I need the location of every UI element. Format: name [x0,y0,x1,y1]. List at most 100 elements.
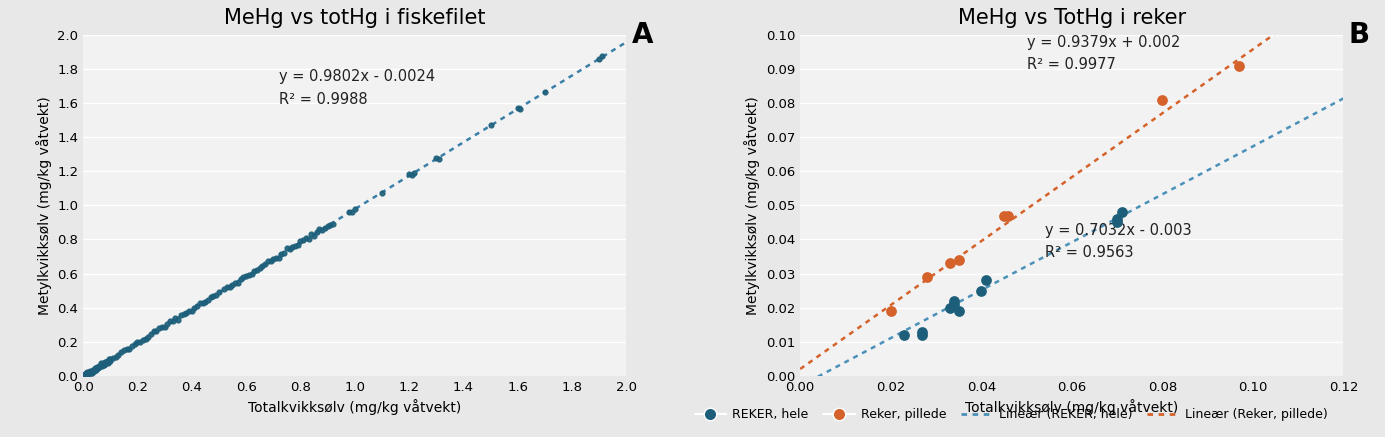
Lineær (REKER, hele) [1114,213,1130,218]
Point [371,190,393,197]
Point [216,283,238,290]
Point [140,330,162,337]
Point [314,225,337,232]
Point [94,359,116,366]
Point [284,243,306,250]
Point [510,105,532,112]
Lineær (Reker, pillede) [792,366,809,371]
Point [227,279,249,286]
Title: MeHg vs totHg i fiskefilet: MeHg vs totHg i fiskefilet [224,8,486,28]
Point [312,227,334,234]
Point [87,363,109,370]
Point [90,360,112,367]
Lineær (Reker, pillede) [1249,43,1266,49]
Point [176,309,198,316]
Reker, pillede [947,257,969,264]
Point [289,238,312,245]
Point [589,55,611,62]
Point [341,208,363,215]
Point [208,289,230,296]
Point [168,317,190,324]
Point [162,318,184,325]
Point [123,341,145,348]
Y-axis label: Metylkvikksølv (mg/kg våtvekt): Metylkvikksølv (mg/kg våtvekt) [36,96,51,315]
Point [191,300,213,307]
Lineær (REKER, hele) [794,382,810,388]
REKER, hele [939,304,961,311]
Point [84,365,107,372]
Point [76,371,98,378]
Point [148,325,170,332]
X-axis label: Totalkvikksølv (mg/kg våtvekt): Totalkvikksølv (mg/kg våtvekt) [965,399,1179,415]
Point [165,314,187,321]
Lineær (Reker, pillede) [1115,138,1132,143]
REKER, hele [1111,209,1133,216]
Point [276,245,298,252]
Lineær (Reker, pillede) [1125,132,1141,137]
Reker, pillede [915,274,938,281]
REKER, hele [1107,219,1129,226]
Text: y = 0.9379x + 0.002
R² = 0.9977: y = 0.9379x + 0.002 R² = 0.9977 [1026,35,1180,73]
Point [262,256,284,263]
Point [91,362,114,369]
Point [96,358,118,365]
Reker, pillede [879,308,902,315]
Point [292,237,314,244]
Point [82,366,104,373]
Point [79,368,101,375]
Point [256,257,278,264]
Y-axis label: Metylkvikksølv (mg/kg våtvekt): Metylkvikksølv (mg/kg våtvekt) [745,96,760,315]
Point [479,122,501,129]
Point [98,356,120,363]
Point [83,364,105,371]
Lineær (Reker, pillede) [794,365,810,370]
Point [87,365,109,372]
Point [109,349,132,356]
Point [278,246,301,253]
Point [281,244,303,251]
Point [96,358,118,365]
Lineær (REKER, hele) [1249,141,1266,146]
Point [80,370,102,377]
Point [186,302,208,309]
Point [84,365,107,372]
Point [180,308,202,315]
Point [105,353,127,360]
Legend: REKER, hele, Reker, pillede, Lineær (REKER, hele), Lineær (Reker, pillede): REKER, hele, Reker, pillede, Lineær (REK… [690,403,1332,427]
Point [309,225,331,232]
Point [98,355,120,362]
Lineær (REKER, hele) [1284,123,1301,128]
Point [91,362,114,369]
Lineær (Reker, pillede) [1284,19,1301,24]
Point [83,367,105,374]
Point [79,369,101,376]
Point [173,311,195,318]
Point [93,360,115,367]
Point [303,232,325,239]
Point [107,352,129,359]
REKER, hele [971,287,993,294]
Point [267,254,289,261]
Point [76,369,98,376]
Text: A: A [632,21,654,49]
Point [248,265,270,272]
Point [79,369,101,376]
Point [238,271,260,278]
Point [306,229,328,236]
REKER, hele [893,331,915,338]
Point [73,372,96,379]
Point [428,155,450,162]
Point [98,357,120,364]
Point [73,371,96,378]
Text: B: B [1349,21,1370,49]
Point [97,359,119,366]
REKER, hele [911,328,933,335]
Point [75,370,97,377]
Point [270,251,292,258]
Point [224,280,247,287]
Point [219,283,241,290]
Point [97,358,119,365]
Reker, pillede [997,212,1019,219]
Point [343,205,366,212]
Point [154,323,176,330]
